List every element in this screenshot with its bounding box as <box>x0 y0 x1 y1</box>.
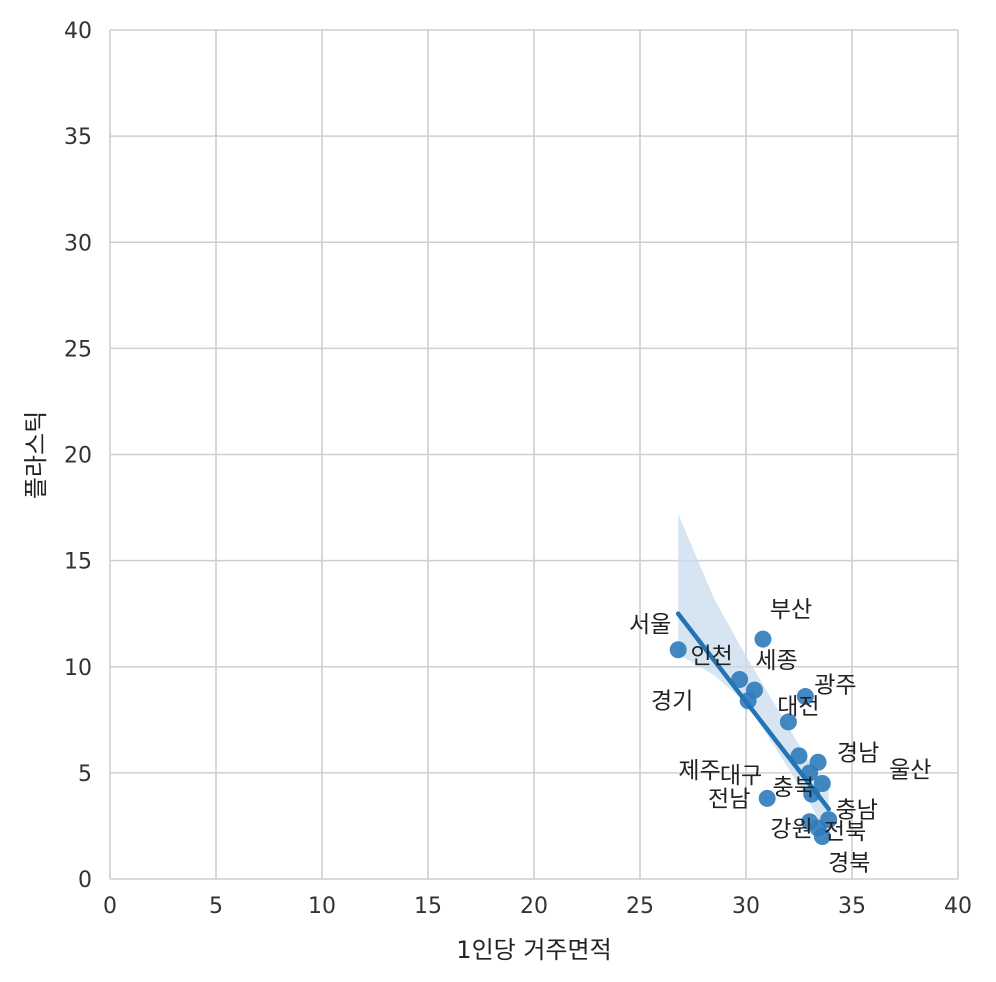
x-tick-label: 20 <box>520 894 548 919</box>
y-tick-label: 35 <box>64 125 92 150</box>
grid <box>109 29 959 880</box>
data-point <box>754 630 772 648</box>
x-tick-label: 25 <box>626 894 654 919</box>
point-label: 광주 <box>814 672 856 698</box>
y-tick-label: 25 <box>64 337 92 362</box>
x-tick-label: 10 <box>308 894 336 919</box>
point-label: 경남 <box>837 740 879 766</box>
data-point <box>796 687 814 705</box>
point-label: 서울 <box>629 612 671 638</box>
x-tick-label: 35 <box>838 894 866 919</box>
point-label: 경북 <box>828 851 870 877</box>
y-axis-label: 플라스틱 <box>22 411 50 499</box>
y-tick-label: 30 <box>64 231 92 256</box>
data-point <box>813 774 831 792</box>
x-axis-label: 1인당 거주면적 <box>456 936 611 964</box>
x-tick-labels: 0 5 10 15 20 25 30 35 40 <box>103 894 972 919</box>
point-label: 제주 <box>678 758 720 784</box>
point-label: 강원 <box>770 817 812 843</box>
x-tick-label: 5 <box>209 894 223 919</box>
y-tick-label: 20 <box>64 444 92 469</box>
x-tick-label: 0 <box>103 894 117 919</box>
point-label: 인천 <box>690 643 732 669</box>
point-label: 전북 <box>824 819 866 845</box>
point-label: 울산 <box>889 757 931 783</box>
data-point <box>779 713 797 731</box>
y-tick-label: 10 <box>64 656 92 681</box>
point-label: 전남 <box>708 786 750 812</box>
regression-line <box>675 611 831 812</box>
y-tick-label: 5 <box>78 762 92 787</box>
y-tick-labels: 0 5 10 15 20 25 30 35 40 <box>64 19 92 893</box>
point-label: 충북 <box>773 775 815 801</box>
data-point <box>813 828 831 846</box>
y-tick-label: 0 <box>78 868 92 893</box>
y-tick-label: 40 <box>64 19 92 44</box>
data-point <box>669 641 687 659</box>
point-label: 충남 <box>836 798 878 824</box>
point-label: 세종 <box>755 648 797 674</box>
data-point <box>790 747 808 765</box>
x-tick-label: 15 <box>414 894 442 919</box>
point-label: 부산 <box>770 597 812 623</box>
data-point <box>731 670 749 688</box>
x-tick-label: 30 <box>732 894 760 919</box>
point-label: 대구 <box>720 763 762 789</box>
regression-line-group <box>675 611 831 812</box>
x-tick-label: 40 <box>944 894 972 919</box>
point-label: 대전 <box>777 694 819 720</box>
data-point <box>758 789 776 807</box>
y-tick-label: 15 <box>64 550 92 575</box>
point-label: 경기 <box>651 689 693 715</box>
